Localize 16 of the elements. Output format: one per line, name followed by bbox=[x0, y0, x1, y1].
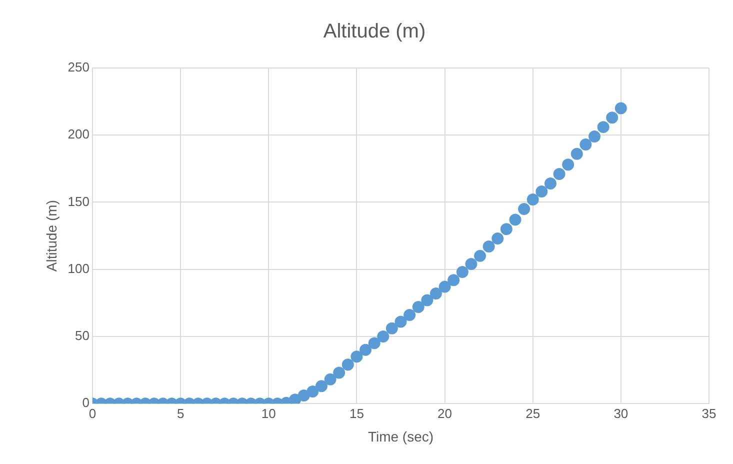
chart-title: Altitude (m) bbox=[323, 20, 426, 43]
y-tick-label: 50 bbox=[75, 328, 90, 344]
y-tick-label: 200 bbox=[68, 126, 90, 142]
x-tick-label: 25 bbox=[526, 406, 540, 421]
x-tick-label: 20 bbox=[438, 406, 452, 421]
y-tick-label: 100 bbox=[68, 260, 90, 276]
x-axis-title: Time (sec) bbox=[368, 428, 434, 444]
y-tick-label: 250 bbox=[68, 60, 90, 75]
y-tick-label: 0 bbox=[82, 395, 90, 410]
x-tick-label: 35 bbox=[702, 406, 716, 421]
y-axis-title: Altitude (m) bbox=[43, 200, 60, 272]
x-tick-label: 10 bbox=[261, 406, 276, 421]
x-tick-label: 30 bbox=[614, 406, 628, 421]
x-tick-label: 5 bbox=[176, 406, 184, 421]
x-tick-label: 15 bbox=[349, 406, 364, 421]
y-tick-label: 150 bbox=[68, 194, 90, 209]
